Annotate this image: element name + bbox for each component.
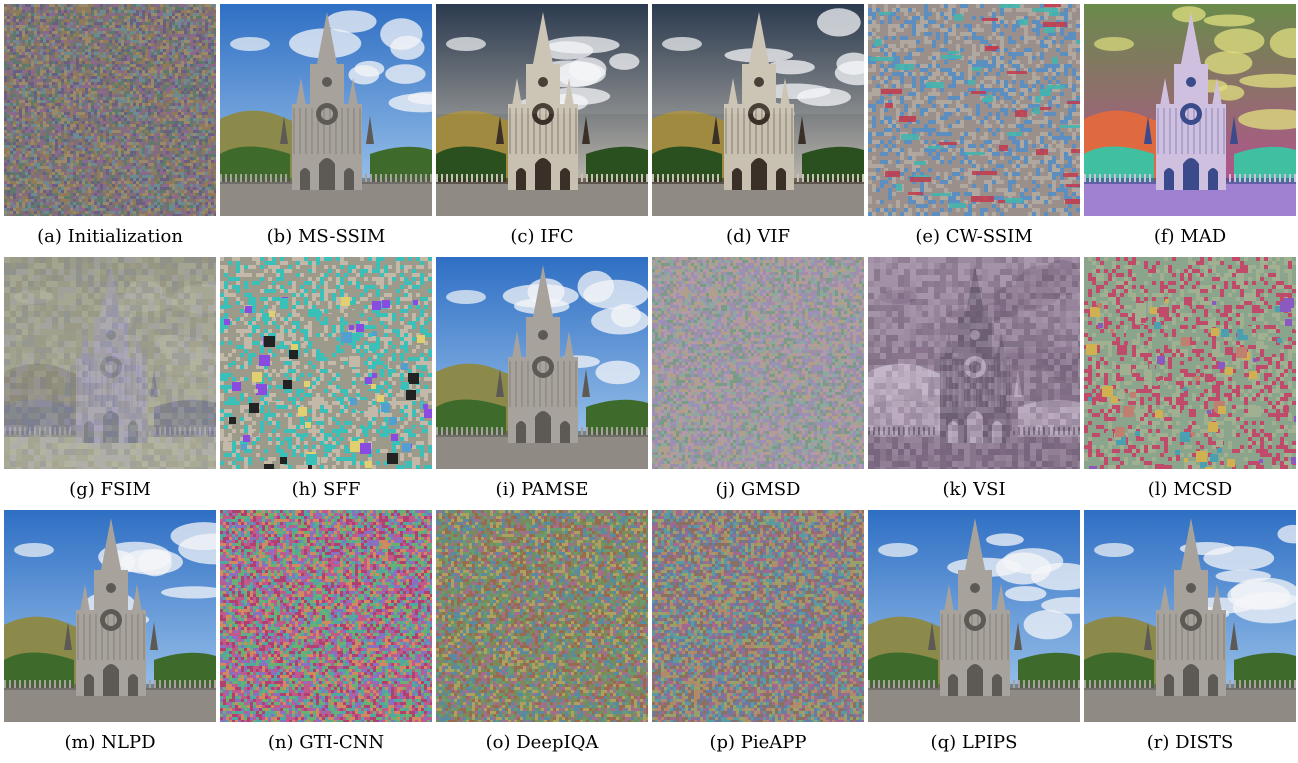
panel-caption: (f) MAD [1154, 226, 1226, 248]
panel-caption: (a) Initialization [37, 226, 183, 248]
panel-caption: (n) GTI-CNN [268, 732, 384, 754]
figure-panel: (r) DISTS [1084, 510, 1296, 763]
panel-image [652, 257, 864, 469]
figure-panel: (o) DeepIQA [436, 510, 648, 763]
panel-image [1084, 4, 1296, 216]
panel-caption: (i) PAMSE [496, 479, 589, 501]
panel-caption: (d) VIF [726, 226, 790, 248]
panel-image [652, 4, 864, 216]
panel-image [1084, 510, 1296, 722]
figure-panel: (f) MAD [1084, 4, 1296, 257]
panel-image [220, 510, 432, 722]
panel-caption: (m) NLPD [64, 732, 155, 754]
figure-panel: (i) PAMSE [436, 257, 648, 510]
figure-panel: (l) MCSD [1084, 257, 1296, 510]
figure-panel: (b) MS-SSIM [220, 4, 432, 257]
panel-caption: (l) MCSD [1148, 479, 1233, 501]
panel-image [436, 510, 648, 722]
panel-caption: (h) SFF [292, 479, 361, 501]
panel-image [652, 510, 864, 722]
figure-panel: (c) IFC [436, 4, 648, 257]
panel-image [436, 4, 648, 216]
figure-grid: (a) Initialization (b) MS-SSIM (c) IFC (d) … [4, 4, 1296, 763]
panel-caption: (g) FSIM [69, 479, 151, 501]
panel-image [868, 510, 1080, 722]
panel-caption: (q) LPIPS [931, 732, 1018, 754]
panel-image [4, 4, 216, 216]
panel-image [1084, 257, 1296, 469]
panel-caption: (k) VSI [942, 479, 1005, 501]
figure-panel: (d) VIF [652, 4, 864, 257]
panel-caption: (c) IFC [510, 226, 573, 248]
panel-caption: (r) DISTS [1147, 732, 1234, 754]
panel-caption: (j) GMSD [716, 479, 801, 501]
panel-caption: (p) PieAPP [709, 732, 806, 754]
panel-image [220, 257, 432, 469]
panel-caption: (o) DeepIQA [486, 732, 599, 754]
figure-panel: (j) GMSD [652, 257, 864, 510]
figure-panel: (g) FSIM [4, 257, 216, 510]
figure-panel: (m) NLPD [4, 510, 216, 763]
panel-caption: (b) MS-SSIM [267, 226, 386, 248]
panel-image [4, 257, 216, 469]
panel-image [436, 257, 648, 469]
figure-panel: (q) LPIPS [868, 510, 1080, 763]
panel-caption: (e) CW-SSIM [915, 226, 1032, 248]
figure-panel: (k) VSI [868, 257, 1080, 510]
figure-panel: (e) CW-SSIM [868, 4, 1080, 257]
panel-image [868, 257, 1080, 469]
figure-panel: (n) GTI-CNN [220, 510, 432, 763]
figure-panel: (h) SFF [220, 257, 432, 510]
panel-image [868, 4, 1080, 216]
panel-image [4, 510, 216, 722]
figure-panel: (a) Initialization [4, 4, 216, 257]
figure-panel: (p) PieAPP [652, 510, 864, 763]
panel-image [220, 4, 432, 216]
